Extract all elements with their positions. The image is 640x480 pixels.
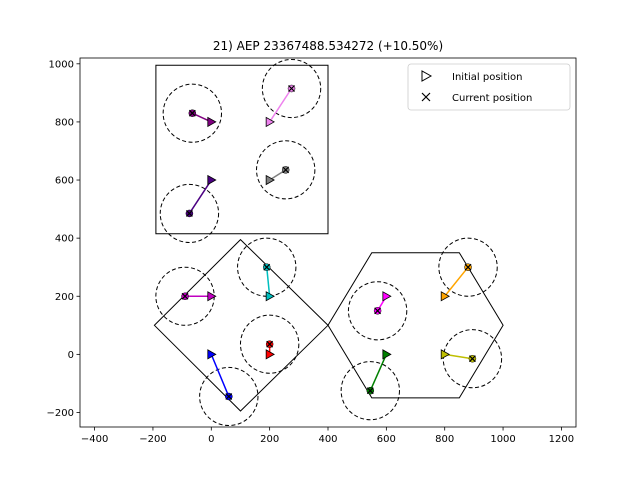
x-marker-icon — [421, 92, 431, 102]
turbine-11-circle — [442, 329, 503, 389]
turbine-3-path — [188, 179, 212, 214]
turbine-1-circle — [261, 58, 322, 119]
y-tick-label: 400 — [55, 234, 74, 245]
turbine-6-circle — [239, 314, 300, 374]
triangle-right-icon — [421, 70, 433, 82]
turbine-3-initial-marker — [207, 174, 217, 186]
turbine-7-initial-marker — [207, 349, 217, 360]
x-tick-label: 200 — [260, 434, 279, 445]
turbine-9-initial-marker — [440, 291, 451, 302]
boundary-hexagon — [327, 252, 504, 399]
turbine-11-current-marker — [468, 355, 476, 363]
chart-title: 21) AEP 23367488.534272 (+10.50%) — [213, 39, 443, 53]
turbine-2-current-marker — [282, 166, 290, 174]
y-tick-label: −200 — [47, 408, 74, 419]
turbine-8-circle — [347, 281, 408, 341]
x-tick-label: 0 — [208, 434, 214, 445]
turbine-9-path — [444, 266, 469, 297]
x-tick-label: 400 — [318, 434, 337, 445]
turbine-10-circle — [340, 361, 400, 421]
y-tick-label: 200 — [55, 292, 74, 303]
turbine-10-path — [369, 354, 388, 391]
y-tick-label: 0 — [68, 350, 74, 361]
turbine-8-current-marker — [374, 307, 382, 315]
turbine-10-current-marker — [366, 387, 374, 395]
turbine-7-circle — [199, 366, 259, 427]
x-tick-label: 1000 — [490, 434, 515, 445]
turbine-1-current-marker — [288, 85, 295, 92]
boundary-rectangle — [155, 64, 329, 235]
turbine-6-current-marker — [266, 340, 274, 348]
turbine-0-initial-marker — [207, 116, 217, 128]
turbine-4-initial-marker — [207, 291, 217, 302]
x-tick-label: −400 — [81, 434, 108, 445]
legend-label-current: Current position — [452, 93, 532, 104]
turbine-2-initial-marker — [265, 174, 275, 186]
x-tick-label: 1200 — [549, 434, 574, 445]
turbine-3-current-marker — [185, 210, 193, 217]
x-tick-label: 600 — [377, 434, 396, 445]
y-tick-label: 600 — [55, 176, 74, 187]
turbine-8-initial-marker — [382, 291, 392, 302]
legend: Initial position Current position — [407, 63, 571, 111]
legend-label-initial: Initial position — [452, 72, 522, 83]
turbine-5-initial-marker — [265, 291, 275, 302]
axis-ticks: −400 −200 0 200 400 600 800 1000 1200 −200 0 200 400… — [47, 59, 575, 445]
legend-box — [407, 63, 571, 111]
turbine-6-initial-marker — [265, 349, 275, 360]
y-tick-label: 1000 — [49, 59, 74, 70]
y-tick-label: 800 — [55, 117, 74, 128]
turbine-9-circle — [438, 237, 498, 297]
turbine-1-initial-marker — [265, 116, 275, 128]
turbine-9-current-marker — [464, 263, 472, 271]
x-tick-label: 800 — [435, 434, 454, 445]
turbine-3-circle — [159, 183, 220, 244]
turbine-11-path — [444, 353, 473, 360]
turbine-1-path — [269, 88, 293, 123]
turbine-2-circle — [256, 140, 316, 200]
turbine-0-current-marker — [188, 109, 196, 117]
turbine-4-current-marker — [181, 292, 189, 300]
turbine-7-path — [210, 354, 230, 397]
turbine-0-circle — [162, 83, 223, 143]
turbine-5-path — [265, 267, 271, 297]
turbine-10-initial-marker — [382, 349, 392, 360]
turbine-11-initial-marker — [440, 349, 451, 360]
turbine-7-current-marker — [225, 393, 233, 400]
turbine-5-current-marker — [263, 263, 271, 271]
x-tick-label: −200 — [139, 434, 166, 445]
plot-area — [153, 58, 504, 427]
